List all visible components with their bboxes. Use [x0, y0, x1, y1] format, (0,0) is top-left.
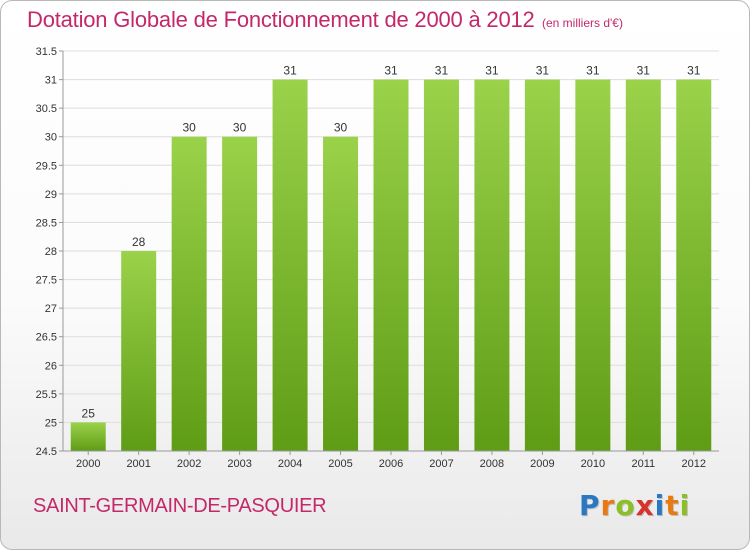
logo-letter: o — [615, 489, 636, 522]
proxiti-logo: Proxiti — [579, 489, 690, 522]
data-label-2008: 31 — [485, 64, 499, 78]
bar-2002 — [171, 136, 207, 451]
logo-letter: i — [679, 489, 691, 522]
bar-2012 — [676, 79, 712, 452]
x-tick-label-2000: 2000 — [76, 458, 100, 470]
bar-2004 — [272, 79, 308, 452]
data-label-2011: 31 — [637, 64, 651, 78]
bar-2006 — [373, 79, 409, 452]
data-label-2002: 30 — [182, 121, 196, 135]
data-label-2005: 30 — [334, 121, 348, 135]
x-tick-label-2004: 2004 — [278, 458, 302, 470]
x-tick-label-2010: 2010 — [581, 458, 605, 470]
bars — [70, 79, 712, 452]
y-tick-label: 28.5 — [36, 217, 57, 229]
x-tick-label-2011: 2011 — [631, 458, 655, 470]
y-tick-label: 30.5 — [36, 103, 57, 115]
bar-2005 — [323, 136, 359, 451]
data-label-2003: 30 — [233, 121, 247, 135]
data-label-2004: 31 — [283, 64, 297, 78]
x-tick-label-2008: 2008 — [480, 458, 504, 470]
data-label-2001: 28 — [132, 235, 146, 249]
data-label-2009: 31 — [536, 64, 550, 78]
logo-letter: t — [665, 489, 680, 522]
logo-letter: x — [635, 489, 655, 522]
bar-2001 — [121, 251, 157, 451]
x-axis-ticks: 2000 2001 2002 2003 2004 2005 2006 2007 2008 2009… — [76, 451, 706, 470]
y-tick-label: 26 — [45, 360, 57, 372]
commune-name: SAINT-GERMAIN-DE-PASQUIER — [33, 495, 327, 517]
y-tick-label: 28 — [45, 246, 57, 258]
bar-2009 — [524, 79, 560, 452]
y-tick-label: 29 — [45, 189, 57, 201]
x-tick-label-2012: 2012 — [682, 458, 706, 470]
bar-2000 — [70, 422, 106, 451]
x-tick-label-2009: 2009 — [530, 458, 554, 470]
bar-2011 — [625, 79, 661, 452]
data-label-2006: 31 — [384, 64, 398, 78]
y-tick-label: 24.5 — [36, 446, 57, 458]
logo-letter: r — [600, 489, 616, 522]
bar-2010 — [575, 79, 611, 452]
data-label-2000: 25 — [82, 406, 96, 420]
y-tick-label: 25.5 — [36, 389, 57, 401]
y-tick-label: 27.5 — [36, 275, 57, 287]
data-labels: 25 28 30 30 31 30 31 31 31 31 31 31 31 — [82, 64, 701, 421]
axes — [62, 51, 719, 452]
y-axis-ticks: 24.5 25 25.5 26 26.5 27 27.5 28 28.5 29 29.5 30 30.5… — [36, 46, 63, 458]
x-tick-label-2007: 2007 — [429, 458, 453, 470]
data-label-2010: 31 — [586, 64, 600, 78]
x-tick-label-2001: 2001 — [126, 458, 150, 470]
y-tick-label: 29.5 — [36, 160, 57, 172]
data-label-2007: 31 — [435, 64, 449, 78]
bar-2003 — [222, 136, 258, 451]
chart-title: Dotation Globale de Fonctionnement de 20… — [27, 7, 535, 32]
y-tick-label: 30 — [45, 132, 57, 144]
x-tick-label-2003: 2003 — [227, 458, 251, 470]
x-tick-label-2006: 2006 — [379, 458, 403, 470]
y-tick-label: 25 — [45, 417, 57, 429]
unit-label: (en milliers d'€) — [542, 16, 623, 30]
bar-2007 — [423, 79, 459, 452]
logo-letter: i — [654, 489, 666, 522]
x-tick-label-2002: 2002 — [177, 458, 201, 470]
y-tick-label: 31.5 — [36, 46, 57, 58]
y-tick-label: 31 — [45, 75, 57, 87]
logo-letter: P — [579, 489, 601, 522]
data-label-2012: 31 — [687, 64, 701, 78]
bar-2008 — [474, 79, 510, 452]
x-tick-label-2005: 2005 — [328, 458, 352, 470]
y-tick-label: 26.5 — [36, 332, 57, 344]
y-tick-label: 27 — [45, 303, 57, 315]
